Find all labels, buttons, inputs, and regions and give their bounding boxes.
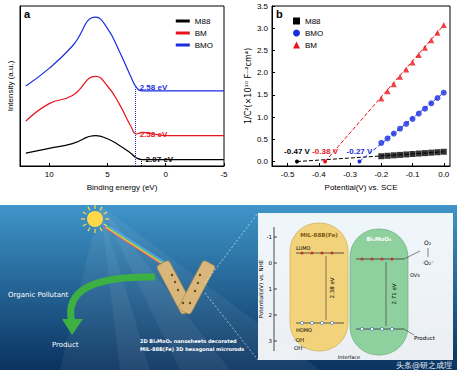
svg-text:3: 3 [269,338,273,344]
svg-text:LUMO: LUMO [296,245,311,251]
svg-text:2.07 eV: 2.07 eV [146,155,174,164]
svg-text:BM: BM [305,41,317,50]
svg-text:头条@研之成理: 头条@研之成理 [396,361,452,370]
svg-text:a: a [24,8,31,20]
svg-text:2D Bi₂MoO₆ nanosheets decorate: 2D Bi₂MoO₆ nanosheets decorated [140,338,237,344]
svg-text:M88: M88 [195,17,211,26]
svg-text:1.5: 1.5 [257,90,269,99]
svg-text:HOMO: HOMO [296,327,312,333]
svg-text:BMO: BMO [305,29,323,38]
svg-text:Potential(eV) vs. NHE: Potential(eV) vs. NHE [258,259,264,318]
svg-text:1.0: 1.0 [257,113,269,122]
svg-text:2.0: 2.0 [257,68,269,77]
svg-text:-0.5: -0.5 [281,170,295,179]
svg-text:2.71 eV: 2.71 eV [391,283,397,304]
svg-text:2.58 eV: 2.58 eV [140,83,168,92]
svg-text:Binding energy (eV): Binding energy (eV) [87,183,158,192]
svg-text:OH⁻: OH⁻ [294,345,305,351]
svg-text:Intensity (a.u.): Intensity (a.u.) [6,60,15,111]
svg-text:-1: -1 [267,234,272,240]
svg-text:-0.27 V: -0.27 V [347,147,373,156]
svg-text:-0.47 V: -0.47 V [284,147,310,156]
svg-text:Potential(V) vs. SCE: Potential(V) vs. SCE [325,183,398,192]
svg-text:·OH: ·OH [294,337,304,343]
svg-text:-0.3: -0.3 [343,170,357,179]
svg-text:1: 1 [269,286,273,292]
svg-text:Interface: Interface [338,354,360,360]
svg-text:·O₂⁻: ·O₂⁻ [422,259,434,266]
svg-text:OVs: OVs [410,272,420,278]
svg-text:2.58 eV: 2.58 eV [140,130,168,139]
svg-text:1/C²(×10¹⁰ F⁻²cm⁴): 1/C²(×10¹⁰ F⁻²cm⁴) [244,48,253,124]
svg-text:MIL-88B(Fe): MIL-88B(Fe) [300,232,338,238]
svg-text:3.0: 3.0 [257,24,269,33]
svg-text:Product: Product [52,341,79,349]
svg-text:2: 2 [269,312,273,318]
svg-text:BM: BM [195,29,207,38]
svg-text:Product: Product [414,335,436,341]
svg-text:0: 0 [269,260,273,266]
svg-text:2.5: 2.5 [257,46,269,55]
svg-text:Organic Pollutant: Organic Pollutant [8,291,69,299]
svg-text:-0.38 V: -0.38 V [312,147,338,156]
svg-text:-0.4: -0.4 [312,170,326,179]
svg-text:MIL-88B(Fe) 3D hexagonal micro: MIL-88B(Fe) 3D hexagonal microrods [140,346,244,353]
svg-text:BMO: BMO [195,41,213,50]
svg-text:0: 0 [163,170,168,179]
svg-text:5: 5 [105,170,110,179]
svg-text:0.5: 0.5 [257,135,269,144]
svg-text:10: 10 [45,170,54,179]
svg-text:-5: -5 [220,170,228,179]
svg-text:b: b [276,8,283,20]
svg-text:O₂: O₂ [424,239,432,246]
svg-text:0.0: 0.0 [257,157,269,166]
svg-text:3.5: 3.5 [257,2,269,11]
svg-text:-0.2: -0.2 [374,170,388,179]
svg-text:M88: M88 [305,17,321,26]
svg-text:Bi₂MoO₆: Bi₂MoO₆ [367,236,392,242]
svg-text:-0.1: -0.1 [406,170,420,179]
svg-text:0.0: 0.0 [438,170,450,179]
svg-text:2.38 eV: 2.38 eV [329,277,335,298]
